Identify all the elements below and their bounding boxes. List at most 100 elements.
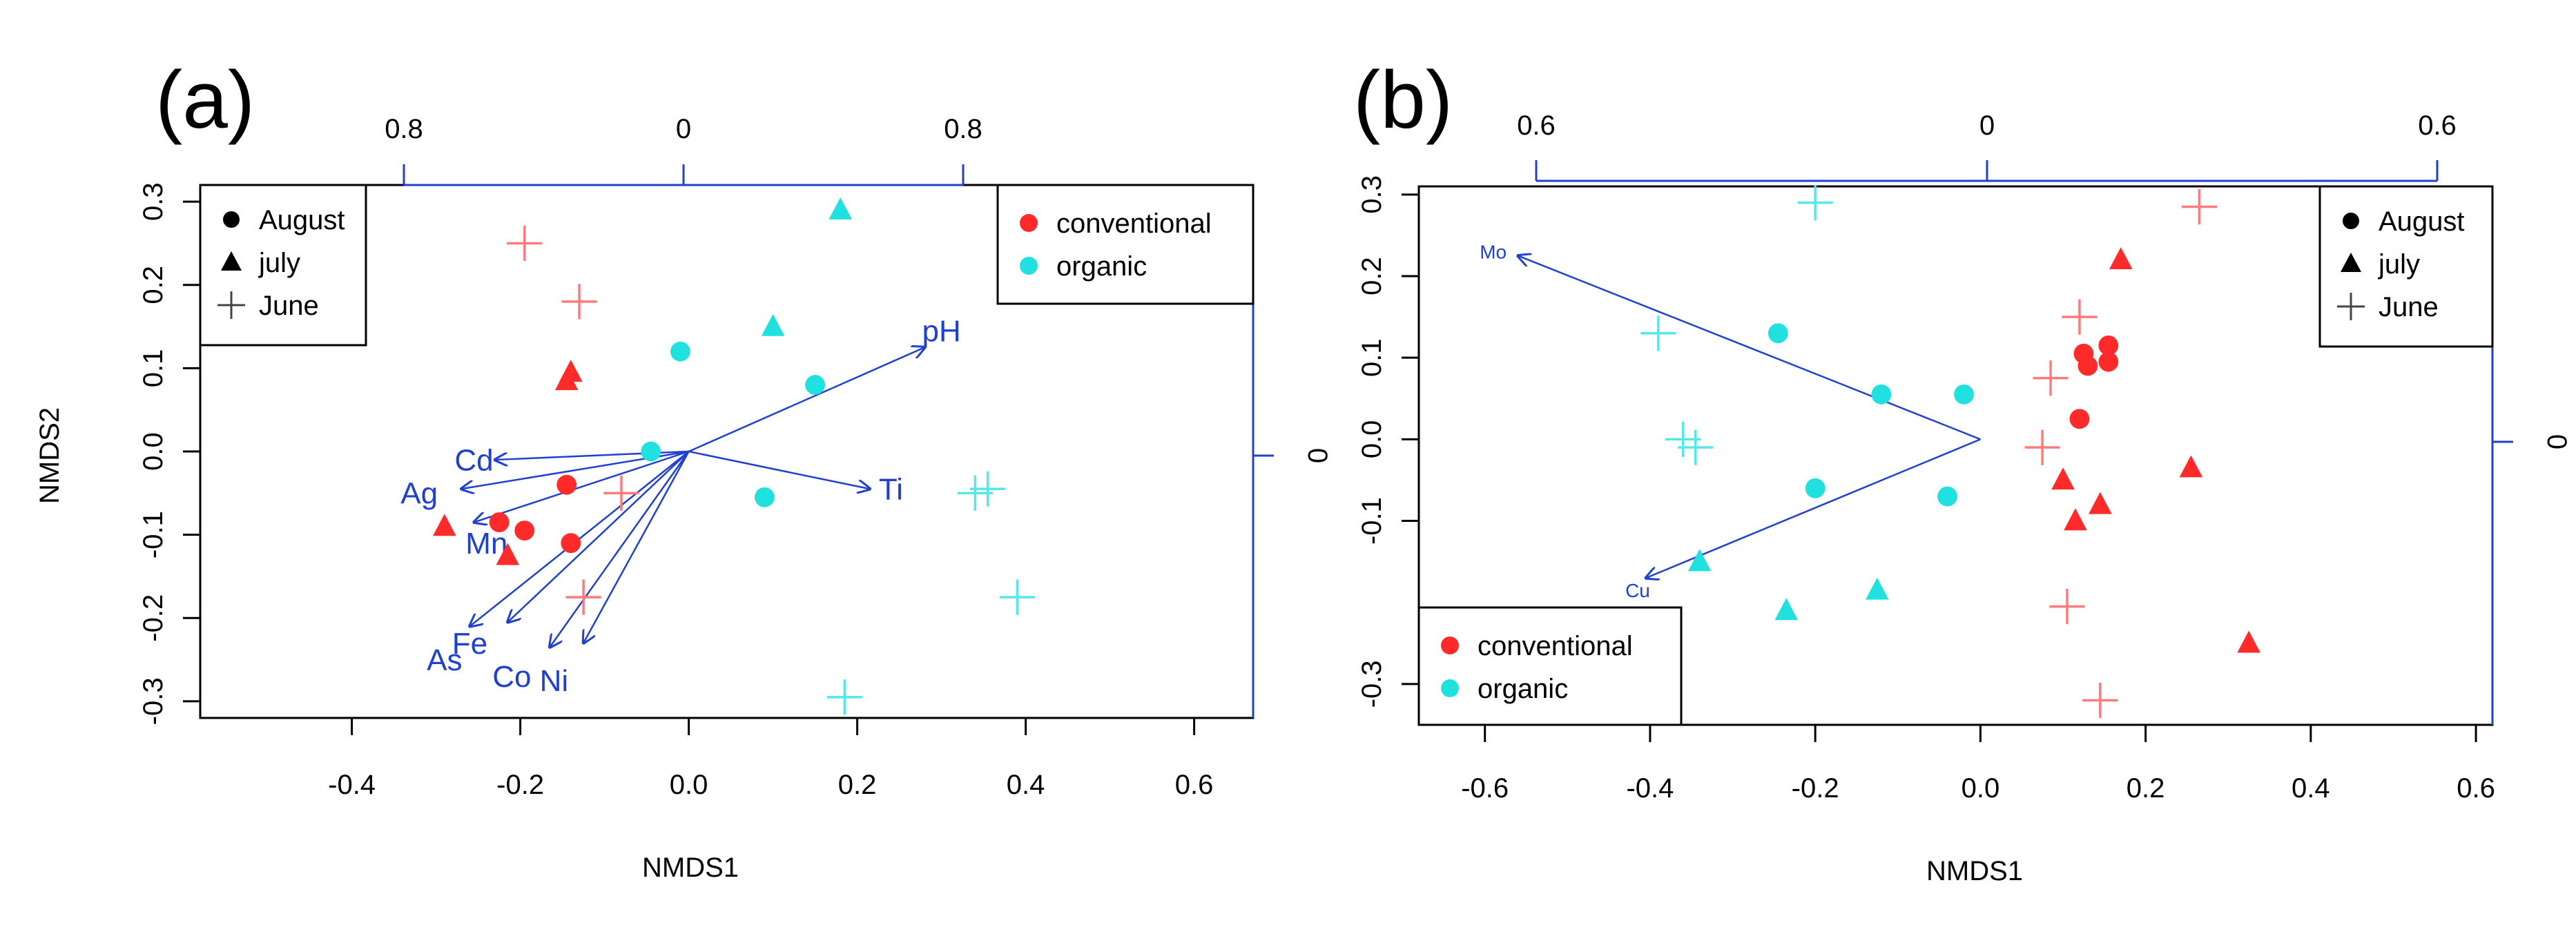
x-axis-title: NMDS1 (642, 853, 739, 883)
point-organic-july (1866, 577, 1889, 600)
x-tick-label: -0.6 (1461, 773, 1509, 804)
vector-arrow-ti (688, 450, 870, 489)
vector-label-as: As (427, 643, 462, 677)
legend-shape-label: August (259, 205, 345, 235)
legend-swatch-organic (1020, 257, 1038, 275)
y-tick-label: 0.1 (1357, 338, 1387, 377)
right-axis-tick-label: 0 (1302, 448, 1333, 463)
y-tick-label: -0.1 (1357, 497, 1387, 545)
vector-label-cd: Cd (454, 443, 493, 477)
point-conventional-june (2062, 299, 2098, 335)
top-axis-tick-label: 0.6 (2418, 110, 2457, 141)
y-tick-label: -0.1 (138, 511, 168, 558)
point-conventional-june (2082, 682, 2118, 719)
legend-shape-label: June (2379, 292, 2439, 322)
y-axis-title: NMDS2 (35, 407, 65, 504)
point-organic-june (1797, 185, 1833, 221)
panel-a-chart: (a) 0.8 0 0.8 0 -0.4 -0.2 0.0 0.2 0.4 0.6 NMDS1 -0.3… (35, 55, 1333, 883)
point-organic-august (641, 441, 661, 462)
legend-color-label: conventional (1056, 208, 1212, 239)
point-conventional-june (565, 579, 601, 615)
y-tick-label: -0.3 (1357, 660, 1387, 708)
point-conventional-june (507, 225, 543, 262)
legend-shape-label: August (2379, 206, 2465, 237)
x-tick-label: -0.2 (496, 770, 544, 800)
legend-swatch-organic (1441, 679, 1459, 697)
point-organic-august (1768, 323, 1788, 344)
panel-label: (a) (155, 55, 255, 146)
x-tick-label: 0.2 (838, 770, 877, 800)
point-organic-august (805, 375, 825, 395)
vector-label-cu: Cu (1625, 580, 1650, 601)
right-axis-tick-label: 0 (2541, 434, 2572, 449)
vector-arrow-mn (474, 450, 689, 523)
y-tick-label: 0.2 (1357, 257, 1387, 295)
legend-swatch-conventional (1441, 636, 1459, 654)
legend-color-box (996, 184, 1255, 305)
point-organic-july (829, 197, 852, 220)
x-tick-label: 0.0 (1962, 773, 2000, 804)
vector-arrow-mo (1518, 255, 1981, 440)
y-tick-label: 0.1 (138, 349, 168, 388)
point-conventional-july (2064, 508, 2087, 531)
vector-label-ni: Ni (540, 664, 569, 698)
point-conventional-august (561, 533, 581, 554)
x-tick-label: -0.4 (1626, 773, 1674, 804)
point-conventional-august (2098, 335, 2119, 356)
x-tick-label: 0.6 (2457, 773, 2495, 804)
legend-color-label: conventional (1478, 631, 1633, 661)
point-conventional-june (2033, 360, 2069, 396)
vector-arrow-ni (583, 451, 690, 643)
legend-symbol-july (221, 251, 242, 271)
point-organic-august (1954, 384, 1974, 405)
point-conventional-august (2078, 356, 2098, 376)
vector-label-co: Co (492, 660, 531, 694)
point-conventional-july (2237, 630, 2260, 653)
legend-color-box (1417, 606, 1683, 726)
point-conventional-july (2179, 455, 2203, 478)
point-conventional-july (2109, 247, 2133, 270)
vector-arrow-ph (688, 347, 925, 453)
point-conventional-june (2181, 188, 2217, 225)
point-organic-july (761, 313, 785, 336)
point-conventional-august (2069, 409, 2090, 429)
legend-swatch-conventional (1020, 214, 1038, 232)
point-conventional-june (603, 475, 639, 511)
y-tick-label: -0.3 (138, 677, 168, 725)
point-organic-august (1805, 478, 1826, 498)
point-conventional-july (496, 543, 520, 565)
point-conventional-july (2089, 492, 2112, 514)
point-organic-july (1774, 598, 1799, 621)
legend-symbol-june (2337, 293, 2365, 320)
y-tick-label: 0.3 (1357, 175, 1387, 214)
top-axis-tick-label: 0.8 (385, 114, 423, 144)
legend-symbol-july (2341, 253, 2361, 272)
point-organic-june (826, 679, 862, 715)
top-axis-tick-label: 0.6 (1517, 110, 1556, 141)
point-organic-august (1937, 486, 1957, 507)
top-axis-tick-label: 0 (1979, 110, 1995, 141)
legend-shape-label: july (2378, 249, 2420, 280)
top-axis-tick-label: 0 (676, 114, 691, 144)
point-conventional-august (556, 474, 577, 495)
point-conventional-july (433, 514, 456, 536)
x-tick-label: 0.6 (1175, 770, 1214, 800)
point-organic-august (670, 341, 690, 362)
vector-label-ph: pH (922, 314, 960, 348)
y-tick-label: 0.0 (138, 432, 168, 471)
point-organic-august (1871, 384, 1892, 405)
point-conventional-june (2024, 429, 2060, 465)
point-conventional-july (554, 368, 579, 391)
point-organic-june (1640, 315, 1676, 351)
point-conventional-august (2098, 351, 2119, 372)
y-tick-label: 0.2 (138, 266, 168, 304)
point-organic-june (999, 579, 1035, 615)
vector-arrow-fe (507, 451, 690, 622)
y-tick-label: 0.0 (1357, 420, 1387, 459)
x-tick-label: 0.4 (1007, 770, 1045, 800)
legend-color-label: organic (1056, 251, 1147, 282)
x-tick-label: 0.0 (670, 770, 708, 800)
point-organic-august (755, 487, 775, 507)
y-tick-label: -0.2 (138, 594, 168, 642)
